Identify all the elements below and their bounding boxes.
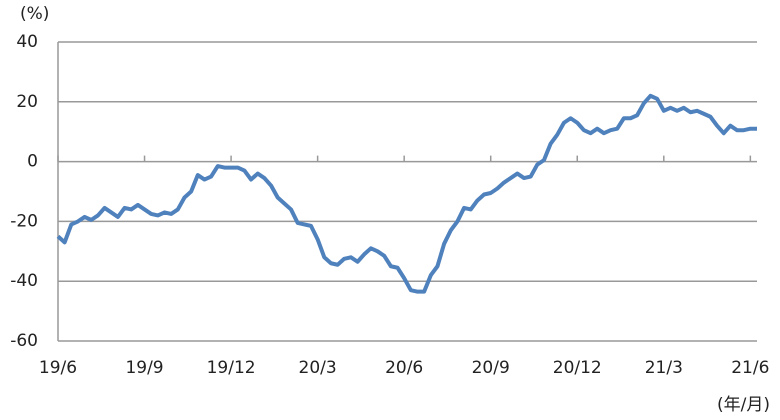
y-axis-label: (%) bbox=[20, 4, 49, 24]
y-tick-label: -40 bbox=[10, 271, 38, 291]
y-tick-label: -20 bbox=[10, 211, 38, 231]
y-tick-label: -60 bbox=[10, 331, 38, 351]
x-tick-label: 20/12 bbox=[553, 358, 602, 378]
x-tick-label: 19/6 bbox=[39, 358, 77, 378]
x-tick-label: 19/9 bbox=[125, 358, 163, 378]
x-tick-label: 20/3 bbox=[299, 358, 337, 378]
x-axis-label: (年/月) bbox=[717, 395, 770, 415]
y-tick-label: 40 bbox=[16, 32, 38, 52]
x-tick-label: 20/6 bbox=[385, 358, 423, 378]
x-tick-label: 19/12 bbox=[207, 358, 256, 378]
x-tick-label: 20/9 bbox=[472, 358, 510, 378]
x-tick-label: 21/3 bbox=[645, 358, 683, 378]
y-tick-label: 20 bbox=[16, 92, 38, 112]
y-tick-label: 0 bbox=[27, 152, 38, 172]
x-tick-label: 21/6 bbox=[731, 358, 769, 378]
data-line bbox=[56, 93, 757, 294]
